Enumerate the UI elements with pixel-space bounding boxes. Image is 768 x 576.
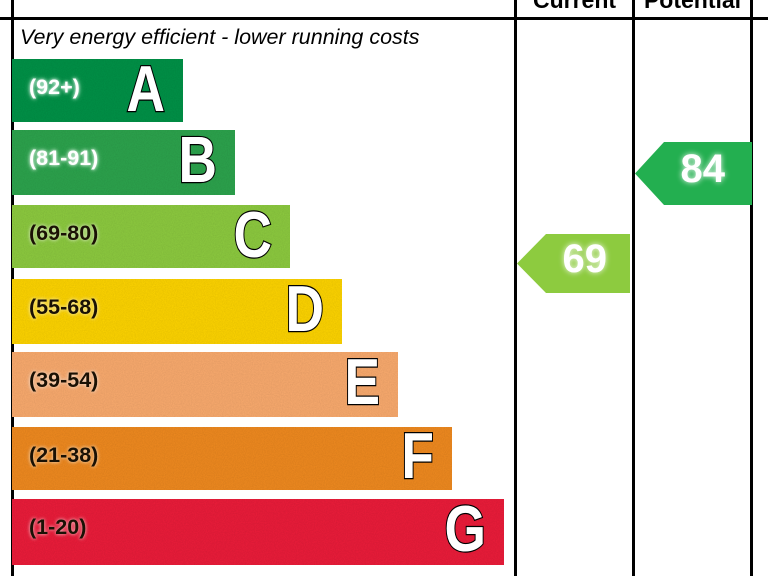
svg-text:84: 84 (681, 147, 726, 191)
svg-text:69: 69 (563, 237, 608, 281)
svg-text:C: C (234, 198, 272, 271)
svg-text:D: D (286, 272, 324, 345)
svg-text:B: B (179, 123, 217, 196)
svg-text:G: G (445, 492, 486, 565)
svg-text:F: F (401, 419, 434, 492)
svg-text:A: A (127, 52, 165, 125)
svg-text:E: E (344, 345, 380, 418)
